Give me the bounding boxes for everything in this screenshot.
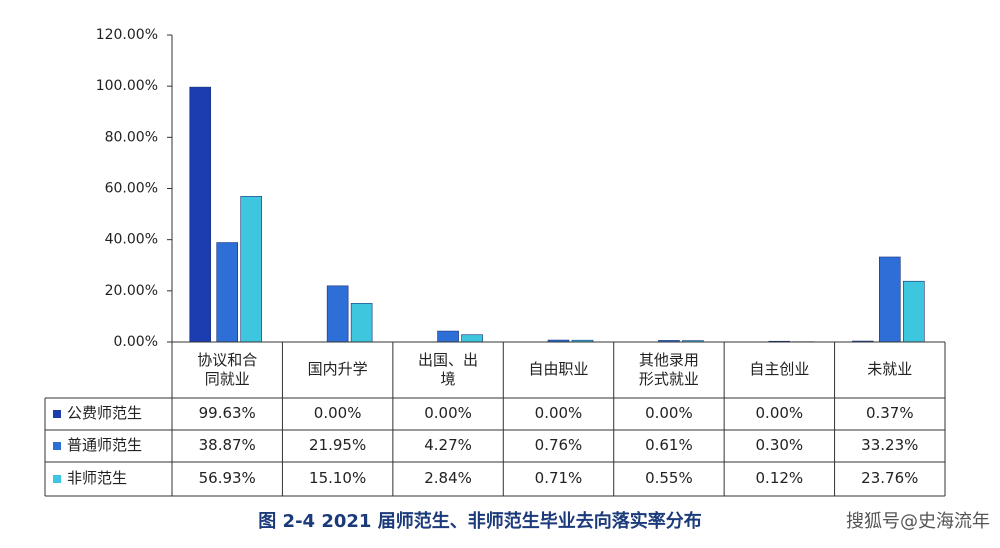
x-tick-label: 未就业 [867, 360, 913, 379]
bar [189, 86, 212, 343]
table-value: 56.93% [198, 469, 256, 488]
x-tick-label: 自由职业 [528, 360, 589, 379]
y-tick-label: 120.00% [96, 27, 158, 43]
x-tick-label: 自主创业 [749, 360, 810, 379]
table-value: 38.87% [198, 436, 256, 455]
table-value: 21.95% [309, 436, 367, 455]
table-value: 0.37% [865, 404, 914, 423]
table-value: 0.30% [755, 436, 804, 455]
y-tick-label: 20.00% [105, 283, 158, 299]
legend-label: 公费师范生 [67, 404, 143, 423]
bar [240, 196, 263, 343]
watermark: 搜狐号@史海流年 [846, 511, 990, 532]
table-value: 4.27% [424, 436, 472, 455]
bar [461, 334, 483, 343]
bar [902, 280, 925, 343]
table-value: 0.61% [645, 436, 693, 455]
bar [878, 256, 901, 343]
table-value: 0.55% [645, 469, 693, 488]
table-value: 15.10% [309, 469, 367, 488]
x-tick-label: 出国、出境 [418, 350, 479, 389]
y-tick-label: 60.00% [105, 181, 158, 197]
y-tick-label: 40.00% [105, 232, 158, 248]
table-value: 0.00% [645, 404, 693, 423]
bar [350, 303, 373, 343]
table-value: 0.00% [755, 404, 804, 423]
legend-label: 非师范生 [67, 469, 128, 488]
table-value: 2.84% [424, 469, 472, 488]
bar [326, 285, 349, 343]
legend-swatch [53, 475, 61, 483]
x-tick-label: 国内升学 [307, 360, 368, 379]
table-value: 23.76% [861, 469, 919, 488]
legend-label: 普通师范生 [67, 436, 143, 455]
x-tick-label: 协议和合同就业 [197, 350, 258, 389]
y-tick-label: 100.00% [96, 78, 158, 94]
bar [216, 242, 239, 343]
bar [437, 330, 459, 343]
y-tick-label: 0.00% [114, 334, 158, 350]
legend-swatch [53, 442, 61, 450]
table-value: 99.63% [198, 404, 256, 423]
table-value: 0.00% [534, 404, 583, 423]
table-value: 0.76% [534, 436, 583, 455]
table-value: 33.23% [861, 436, 919, 455]
table-value: 0.00% [313, 404, 362, 423]
table-value: 0.71% [534, 469, 583, 488]
x-tick-label: 其他录用形式就业 [638, 350, 699, 389]
chart-title: 图 2-4 2021 届师范生、非师范生毕业去向落实率分布 [258, 510, 701, 532]
y-tick-label: 80.00% [105, 129, 158, 145]
table-value: 0.00% [424, 404, 472, 423]
table-value: 0.12% [755, 469, 804, 488]
legend-swatch [53, 410, 61, 418]
